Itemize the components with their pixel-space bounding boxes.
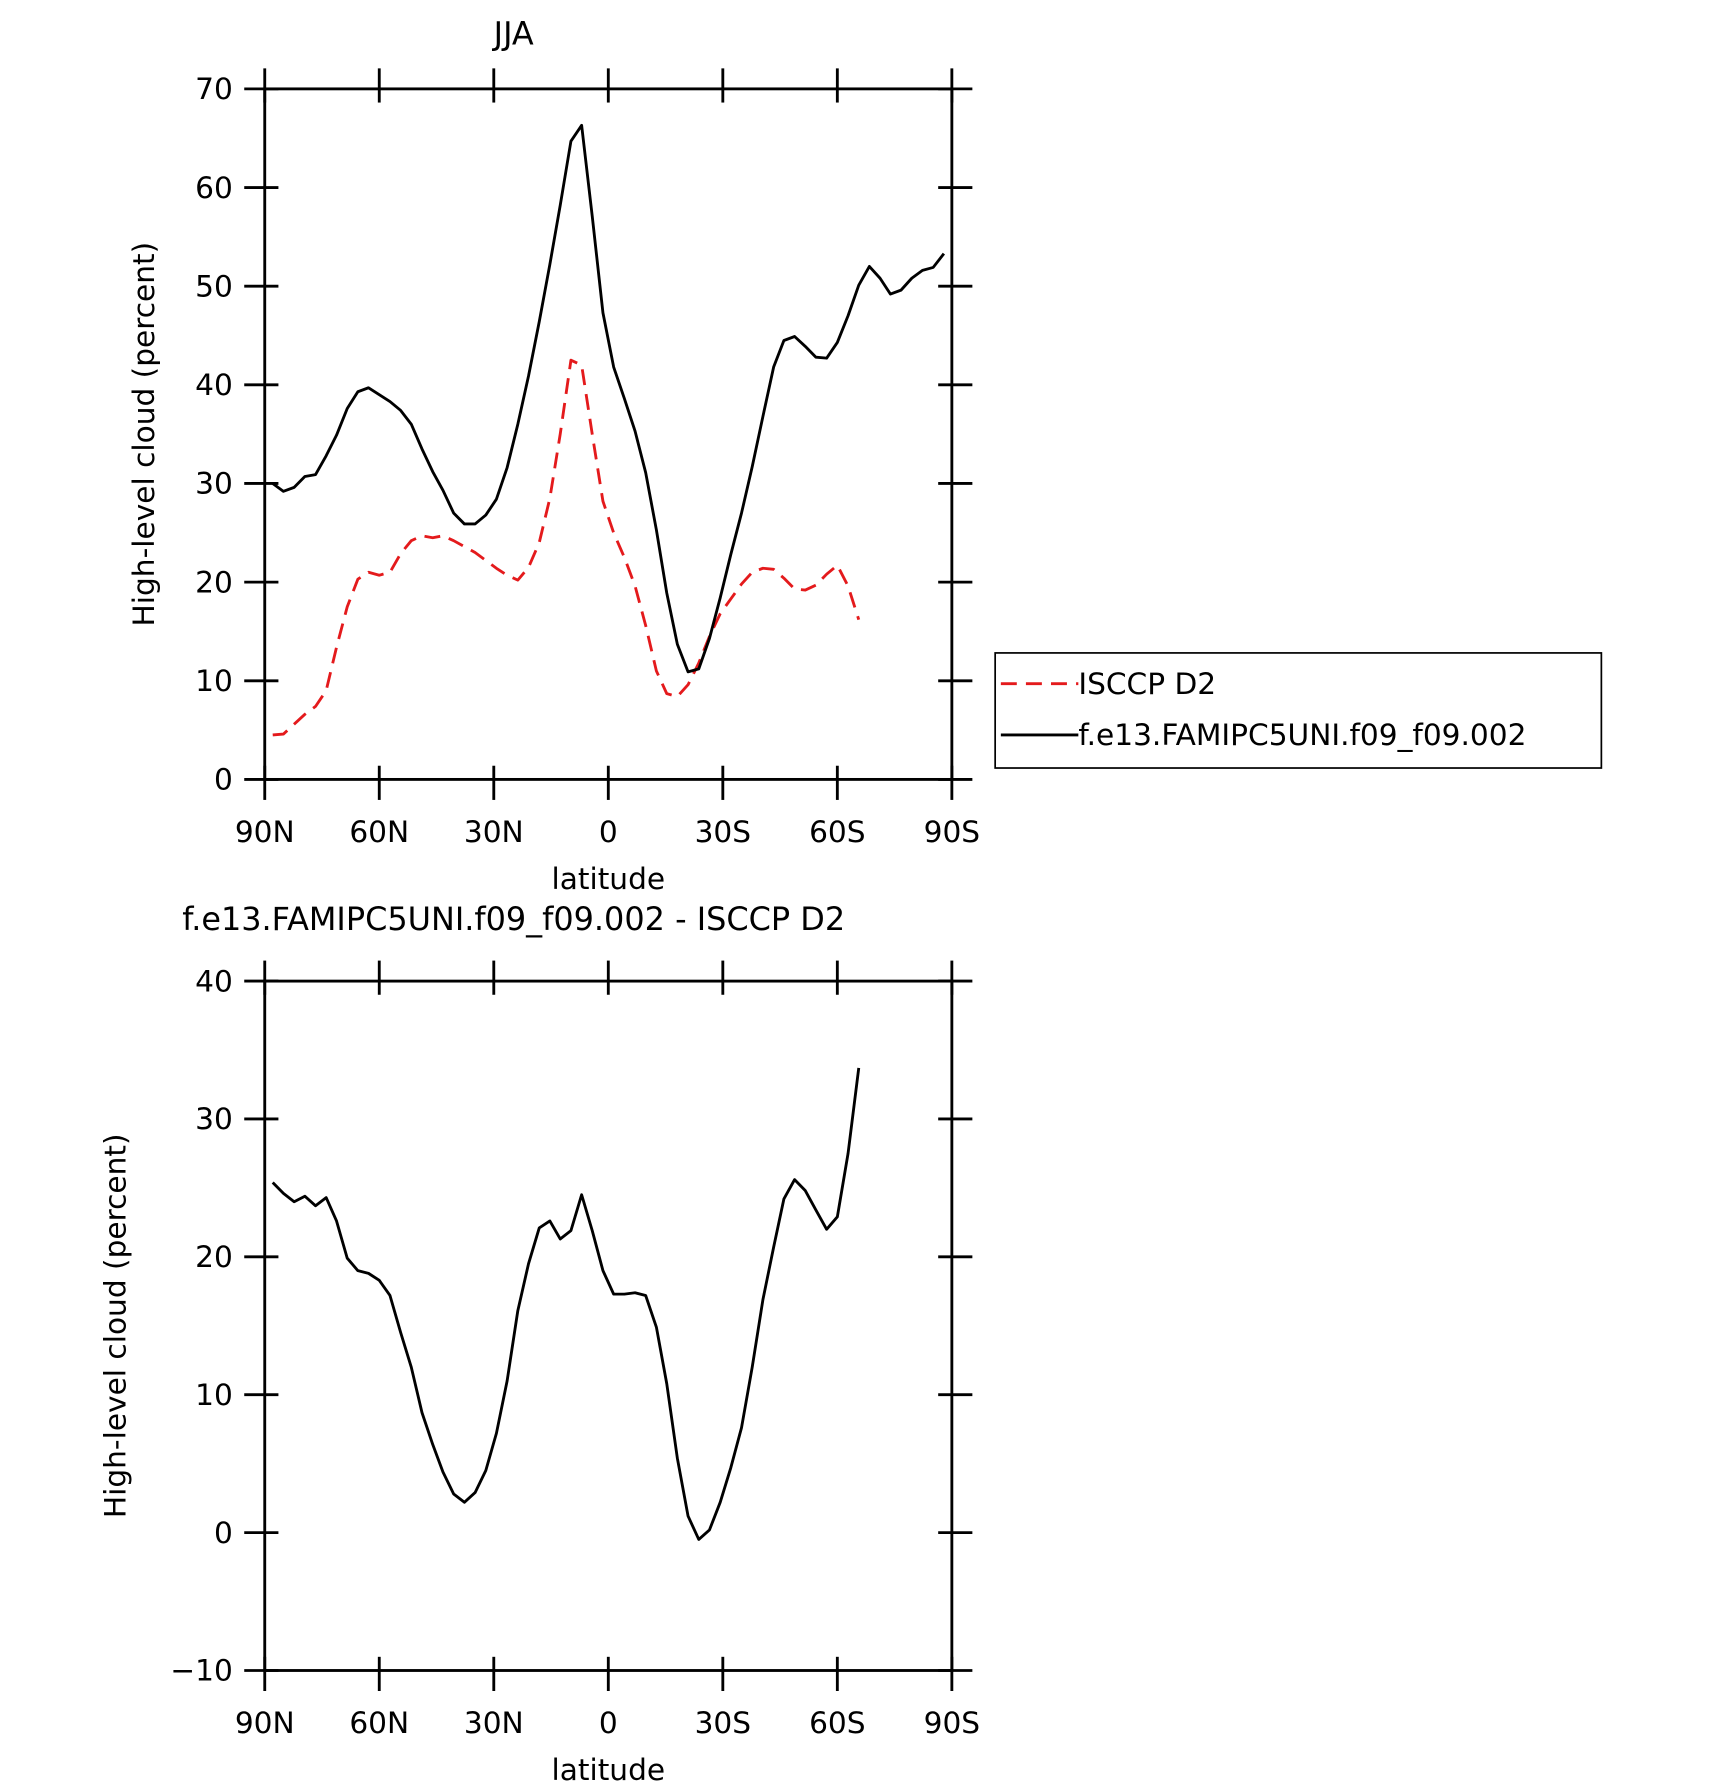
legend-label: f.e13.FAMIPC5UNI.f09_f09.002	[1078, 718, 1526, 752]
data-line	[271, 1067, 861, 1541]
y-tick-label: 10	[195, 664, 233, 698]
chart-title: f.e13.FAMIPC5UNI.f09_f09.002 - ISCCP D2	[182, 900, 845, 938]
y-tick-label: 50	[195, 269, 233, 303]
y-tick-label: 20	[195, 1240, 233, 1274]
y-tick-label: −10	[170, 1654, 232, 1688]
y-tick-label: 30	[195, 1102, 233, 1136]
x-tick-label: 60N	[349, 815, 409, 849]
y-tick-label: 40	[195, 964, 233, 998]
y-tick-label: 30	[195, 467, 233, 501]
data-line	[271, 123, 946, 674]
y-tick-label: 0	[214, 1516, 233, 1550]
x-tick-label: 30N	[464, 815, 524, 849]
x-tick-label: 60S	[809, 815, 865, 849]
x-tick-label: 90N	[235, 815, 295, 849]
x-tick-label: 30S	[695, 1706, 751, 1740]
x-tick-label: 60S	[809, 1706, 865, 1740]
x-tick-label: 30N	[464, 1706, 524, 1740]
x-axis-label: latitude	[551, 862, 665, 896]
y-axis-label: High-level cloud (percent)	[99, 1133, 133, 1518]
y-tick-label: 0	[214, 763, 233, 797]
y-tick-label: 70	[195, 72, 233, 106]
legend-box	[994, 652, 1603, 769]
y-tick-label: 20	[195, 565, 233, 599]
y-axis-label: High-level cloud (percent)	[127, 242, 161, 627]
y-tick-label: 60	[195, 171, 233, 205]
y-tick-label: 10	[195, 1378, 233, 1412]
x-tick-label: 90S	[924, 1706, 980, 1740]
x-tick-label: 0	[599, 815, 618, 849]
y-tick-label: 40	[195, 368, 233, 402]
data-line	[272, 358, 861, 737]
plot-frame	[263, 979, 954, 1672]
plot-frame	[263, 87, 954, 781]
x-axis-label: latitude	[551, 1753, 665, 1787]
x-tick-label: 90S	[924, 815, 980, 849]
x-tick-label: 0	[599, 1706, 618, 1740]
x-tick-label: 60N	[349, 1706, 409, 1740]
chart-title: JJA	[492, 14, 534, 52]
x-tick-label: 30S	[695, 815, 751, 849]
x-tick-label: 90N	[235, 1706, 295, 1740]
legend-label: ISCCP D2	[1078, 667, 1216, 701]
